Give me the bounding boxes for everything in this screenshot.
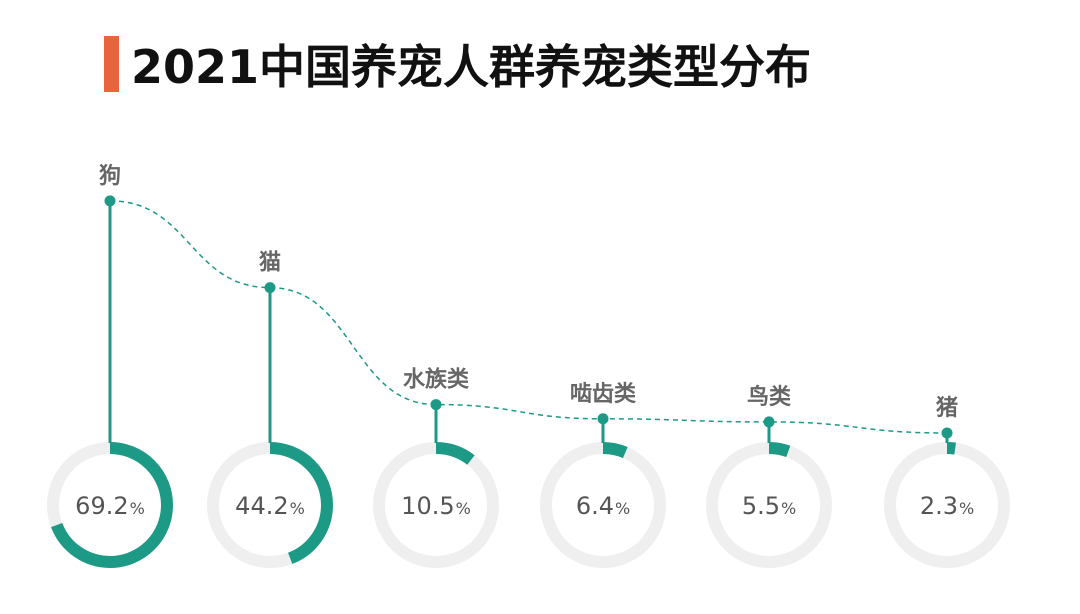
ring-progress-arc bbox=[706, 442, 832, 568]
category-label: 狗 bbox=[99, 164, 121, 189]
data-point bbox=[264, 282, 276, 294]
page-title: 2021中国养宠人群养宠类型分布 bbox=[131, 40, 812, 94]
data-point bbox=[597, 413, 609, 425]
category-label: 水族类 bbox=[403, 367, 470, 393]
category-label: 啮齿类 bbox=[570, 381, 637, 407]
ring-progress-arc bbox=[373, 442, 499, 568]
value-unit: % bbox=[781, 499, 796, 518]
title-accent-bar bbox=[104, 36, 119, 92]
ring-progress-arc bbox=[207, 442, 333, 568]
category-label: 鸟类 bbox=[747, 384, 792, 410]
data-point bbox=[941, 427, 953, 439]
value-number: 2.3 bbox=[920, 492, 958, 520]
data-point bbox=[763, 416, 775, 428]
value-unit: % bbox=[615, 499, 630, 518]
value-label: 6.4% bbox=[576, 492, 630, 520]
value-label: 5.5% bbox=[742, 492, 796, 520]
value-number: 10.5 bbox=[401, 492, 454, 520]
value-label: 69.2% bbox=[75, 492, 145, 520]
value-unit: % bbox=[456, 499, 471, 518]
value-number: 5.5 bbox=[742, 492, 780, 520]
value-label: 10.5% bbox=[401, 492, 471, 520]
title-area: 2021中国养宠人群养宠类型分布 bbox=[104, 30, 811, 98]
category-label: 猫 bbox=[259, 251, 281, 276]
value-number: 44.2 bbox=[235, 492, 288, 520]
data-point bbox=[104, 195, 116, 207]
value-label: 44.2% bbox=[235, 492, 305, 520]
ring-progress-arc bbox=[884, 442, 1010, 568]
category-label: 猪 bbox=[936, 395, 958, 421]
ring-progress-arc bbox=[540, 442, 666, 568]
value-label: 2.3% bbox=[920, 492, 974, 520]
data-point bbox=[430, 399, 442, 411]
value-unit: % bbox=[959, 499, 974, 518]
value-unit: % bbox=[290, 499, 305, 518]
value-number: 69.2 bbox=[75, 492, 128, 520]
value-number: 6.4 bbox=[576, 492, 614, 520]
ring-progress-arc bbox=[47, 442, 173, 568]
trend-line bbox=[109, 200, 948, 434]
chart-marks: 狗 69.2% 猫 44.2% 水族类 10.5% 啮齿类 6.4% 鸟类 5.5% 猪 2.3% bbox=[47, 164, 1010, 568]
value-unit: % bbox=[130, 499, 145, 518]
